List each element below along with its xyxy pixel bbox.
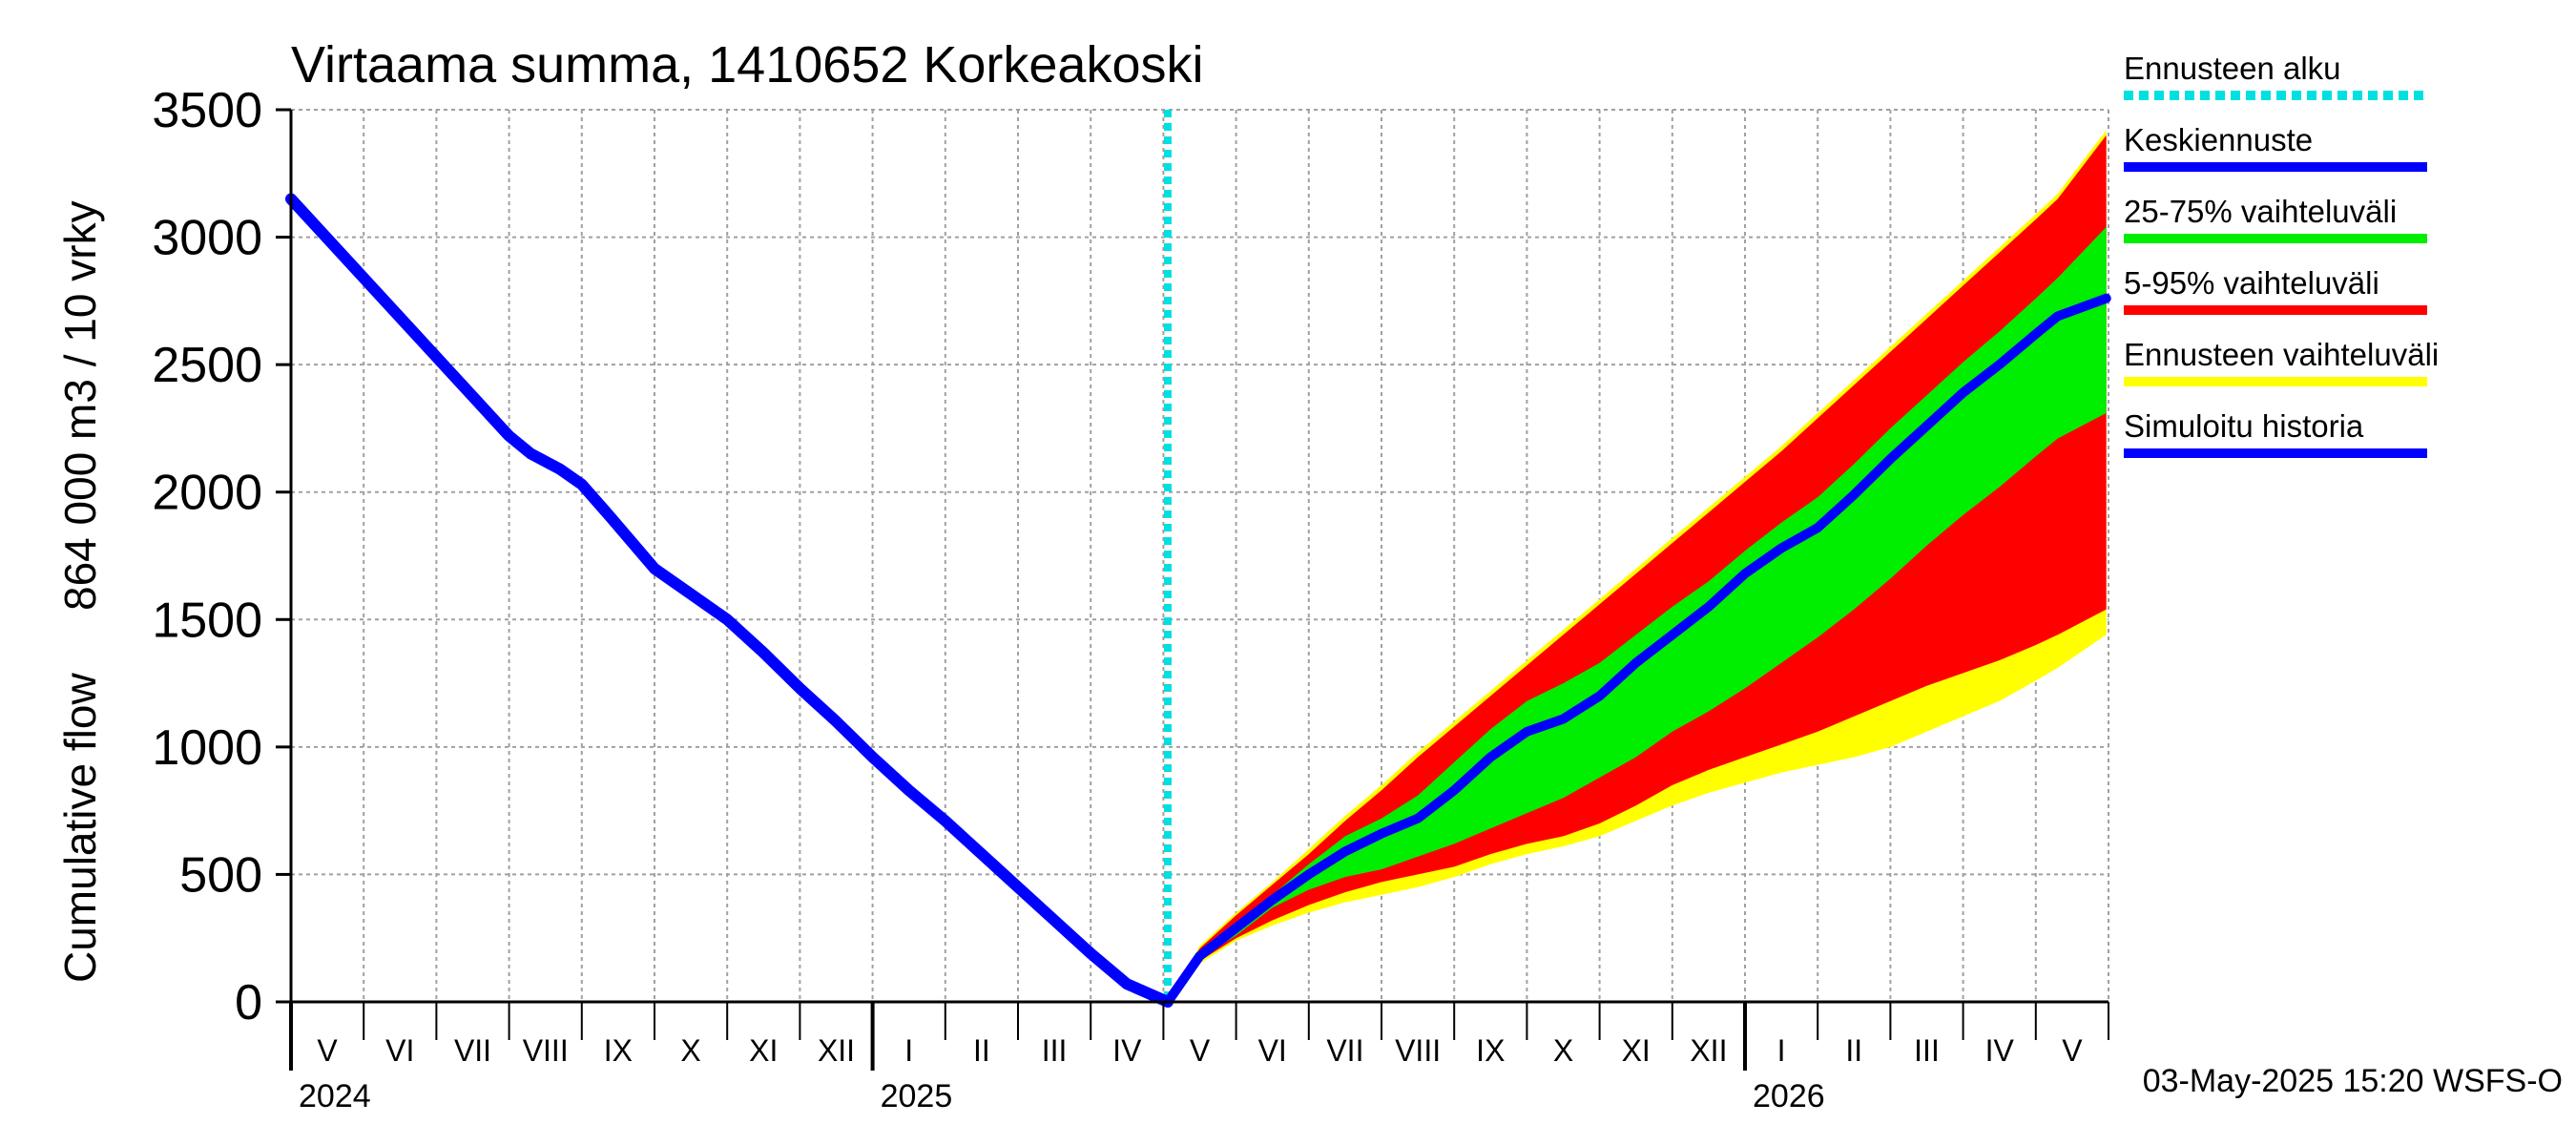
y-tick-label-3000: 3000: [152, 211, 262, 266]
month-label-6: XI: [749, 1033, 778, 1068]
y-axis-ticks: 0 500 1000 1500 2000 2500 3000 3500: [152, 83, 291, 1030]
plot-frame: [289, 110, 2109, 1004]
month-label-3: VIII: [523, 1033, 569, 1068]
y-axis-label-line1: Cumulative flow: [55, 673, 105, 983]
legend-label-3: 5-95% vaihteluväli: [2124, 265, 2379, 301]
y-axis-label-line2: 864 000 m3 / 10 vrky: [55, 200, 105, 611]
legend-label-5: Simuloitu historia: [2124, 408, 2364, 444]
month-label-0: V: [317, 1033, 338, 1068]
forecast-mean-line: [1163, 293, 2111, 1007]
month-label-19: XII: [1690, 1033, 1727, 1068]
y-tick-label-2500: 2500: [152, 338, 262, 393]
footer-timestamp: 03-May-2025 15:20 WSFS-O: [2143, 1063, 2563, 1099]
legend-label-1: Keskiennuste: [2124, 122, 2313, 157]
month-label-7: XII: [818, 1033, 855, 1068]
month-label-23: IV: [1985, 1033, 2015, 1068]
band-5-95: [1168, 135, 2107, 1002]
year-label-2026: 2026: [1753, 1078, 1825, 1114]
year-label-2025: 2025: [881, 1078, 953, 1114]
month-label-10: III: [1042, 1033, 1068, 1068]
month-label-20: I: [1777, 1033, 1786, 1068]
month-label-22: III: [1914, 1033, 1940, 1068]
month-label-15: VIII: [1395, 1033, 1441, 1068]
month-label-24: V: [2062, 1033, 2083, 1068]
month-label-1: VI: [385, 1033, 414, 1068]
y-tick-label-500: 500: [179, 847, 262, 903]
y-tick-label-1500: 1500: [152, 593, 262, 648]
month-label-4: IX: [604, 1033, 633, 1068]
month-label-8: I: [904, 1033, 913, 1068]
x-axis: V VI VII VIII IX X XI XII I II III IV V VI VII VIII IX X X…: [289, 1002, 2109, 1114]
y-tick-label-1000: 1000: [152, 720, 262, 776]
history-line: [285, 193, 1174, 1008]
month-label-21: II: [1845, 1033, 1862, 1068]
month-label-11: IV: [1112, 1033, 1142, 1068]
month-label-12: V: [1190, 1033, 1211, 1068]
month-label-17: X: [1553, 1033, 1573, 1068]
legend: Ennusteen alku Keskiennuste 25-75% vaihtel…: [2124, 51, 2439, 458]
month-label-9: II: [973, 1033, 990, 1068]
month-label-5: X: [680, 1033, 700, 1068]
band-25-75: [1168, 226, 2107, 1002]
month-label-13: VI: [1258, 1033, 1287, 1068]
legend-label-4: Ennusteen vaihteluväli: [2124, 337, 2439, 372]
chart-title: Virtaama summa, 1410652 Korkeakoski: [291, 36, 1204, 94]
legend-label-2: 25-75% vaihteluväli: [2124, 194, 2397, 229]
y-tick-label-2000: 2000: [152, 466, 262, 521]
series-lines: [285, 110, 2111, 1008]
month-label-16: IX: [1476, 1033, 1505, 1068]
year-label-2024: 2024: [299, 1078, 371, 1114]
forecast-bands: [1168, 130, 2107, 1002]
month-label-18: XI: [1622, 1033, 1651, 1068]
y-tick-label-0: 0: [235, 975, 262, 1030]
y-tick-label-3500: 3500: [152, 83, 262, 138]
legend-label-0: Ennusteen alku: [2124, 51, 2341, 86]
month-label-2: VII: [454, 1033, 491, 1068]
month-label-14: VII: [1326, 1033, 1363, 1068]
